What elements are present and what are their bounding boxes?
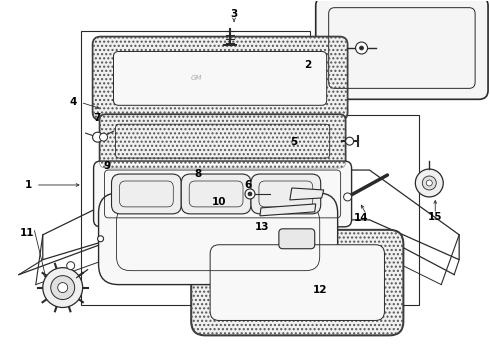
FancyBboxPatch shape xyxy=(114,51,327,105)
Text: 7: 7 xyxy=(93,113,100,123)
FancyBboxPatch shape xyxy=(279,229,315,249)
Circle shape xyxy=(360,46,364,50)
FancyBboxPatch shape xyxy=(98,193,338,285)
Circle shape xyxy=(43,268,83,307)
Circle shape xyxy=(58,283,68,293)
Text: 6: 6 xyxy=(245,180,251,190)
Text: 15: 15 xyxy=(428,212,442,222)
Text: 1: 1 xyxy=(25,180,32,190)
Text: 12: 12 xyxy=(313,284,327,294)
Text: 8: 8 xyxy=(195,169,202,179)
Text: 4: 4 xyxy=(70,97,77,107)
Circle shape xyxy=(248,192,252,196)
Polygon shape xyxy=(290,188,324,200)
FancyBboxPatch shape xyxy=(94,161,352,227)
FancyBboxPatch shape xyxy=(251,174,321,214)
Circle shape xyxy=(416,169,443,197)
Circle shape xyxy=(245,189,255,199)
Text: 2: 2 xyxy=(304,60,311,71)
Circle shape xyxy=(93,132,102,142)
Text: 13: 13 xyxy=(255,222,269,232)
Circle shape xyxy=(98,236,103,242)
FancyBboxPatch shape xyxy=(316,0,488,99)
FancyBboxPatch shape xyxy=(191,230,403,336)
Circle shape xyxy=(356,42,368,54)
Text: 11: 11 xyxy=(20,228,34,238)
FancyBboxPatch shape xyxy=(112,174,181,214)
Circle shape xyxy=(67,262,74,270)
Text: 10: 10 xyxy=(212,197,226,207)
Text: 5: 5 xyxy=(290,137,297,147)
Circle shape xyxy=(345,137,354,145)
Polygon shape xyxy=(260,204,316,216)
Circle shape xyxy=(51,276,74,300)
Circle shape xyxy=(426,180,432,186)
Circle shape xyxy=(422,176,436,190)
Text: 9: 9 xyxy=(104,161,111,171)
FancyBboxPatch shape xyxy=(99,114,345,168)
Text: GM: GM xyxy=(191,75,202,81)
FancyBboxPatch shape xyxy=(210,245,385,320)
Circle shape xyxy=(343,193,352,201)
Circle shape xyxy=(99,133,107,141)
Text: 3: 3 xyxy=(230,9,238,19)
FancyBboxPatch shape xyxy=(93,37,347,120)
FancyBboxPatch shape xyxy=(181,174,251,214)
Text: 14: 14 xyxy=(354,213,369,223)
